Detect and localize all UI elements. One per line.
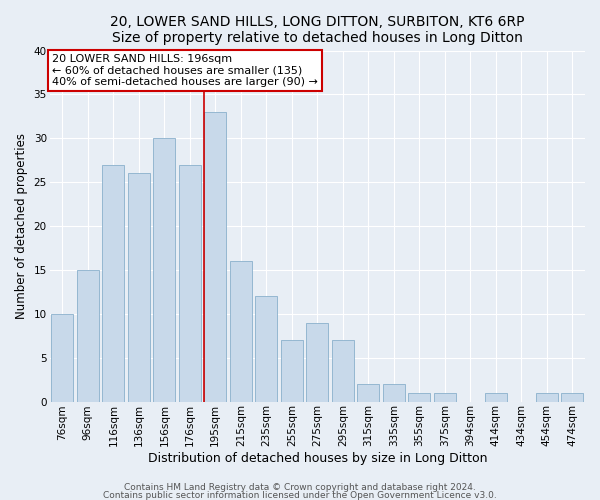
- Y-axis label: Number of detached properties: Number of detached properties: [15, 133, 28, 319]
- Bar: [562, 393, 583, 402]
- Bar: [179, 164, 200, 402]
- Bar: [230, 261, 251, 402]
- Bar: [77, 270, 98, 402]
- Bar: [281, 340, 302, 402]
- X-axis label: Distribution of detached houses by size in Long Ditton: Distribution of detached houses by size …: [148, 452, 487, 465]
- Bar: [307, 322, 328, 402]
- Title: 20, LOWER SAND HILLS, LONG DITTON, SURBITON, KT6 6RP
Size of property relative t: 20, LOWER SAND HILLS, LONG DITTON, SURBI…: [110, 15, 524, 45]
- Bar: [332, 340, 353, 402]
- Bar: [485, 393, 506, 402]
- Bar: [409, 393, 430, 402]
- Text: 20 LOWER SAND HILLS: 196sqm
← 60% of detached houses are smaller (135)
40% of se: 20 LOWER SAND HILLS: 196sqm ← 60% of det…: [52, 54, 318, 87]
- Bar: [154, 138, 175, 402]
- Bar: [205, 112, 226, 402]
- Bar: [358, 384, 379, 402]
- Bar: [256, 296, 277, 402]
- Bar: [434, 393, 455, 402]
- Bar: [383, 384, 404, 402]
- Bar: [128, 174, 149, 402]
- Bar: [52, 314, 73, 402]
- Bar: [536, 393, 557, 402]
- Text: Contains HM Land Registry data © Crown copyright and database right 2024.: Contains HM Land Registry data © Crown c…: [124, 483, 476, 492]
- Bar: [103, 164, 124, 402]
- Text: Contains public sector information licensed under the Open Government Licence v3: Contains public sector information licen…: [103, 491, 497, 500]
